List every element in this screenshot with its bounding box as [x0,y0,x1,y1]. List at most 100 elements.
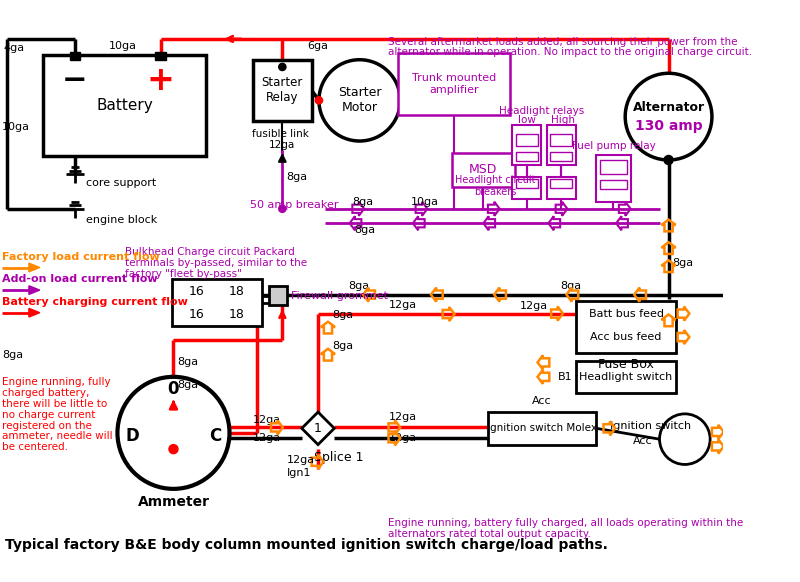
Text: 12ga: 12ga [287,455,315,465]
Text: High: High [551,115,575,125]
Circle shape [278,205,286,212]
Text: Acc: Acc [633,436,652,446]
Bar [270,286,287,306]
Bar [550,134,572,147]
Bar [70,52,81,60]
Text: 10ga: 10ga [2,122,30,133]
Text: 130 amp: 130 amp [634,119,702,133]
Text: 10ga: 10ga [411,197,439,207]
Circle shape [118,377,230,489]
Text: Starter
Motor: Starter Motor [338,86,382,115]
Text: Batt bus feed: Batt bus feed [589,308,664,318]
Bar [516,152,538,161]
Text: 16: 16 [189,285,205,297]
Text: 8ga: 8ga [286,172,307,182]
Bar [577,301,676,353]
Text: 8ga: 8ga [333,310,354,321]
Bar [452,152,515,187]
Text: registered on the: registered on the [2,421,92,431]
Text: 8ga: 8ga [333,341,354,351]
Polygon shape [29,286,40,294]
Text: Bulkhead Charge circuit Packard: Bulkhead Charge circuit Packard [125,247,294,257]
Text: 8ga: 8ga [2,350,23,360]
Text: Acc: Acc [532,396,552,406]
Text: 4ga: 4ga [4,43,25,53]
Text: Headlight circuit
breakers: Headlight circuit breakers [455,175,535,197]
Circle shape [319,60,400,141]
Bar [577,361,676,393]
Text: 12ga: 12ga [389,433,417,443]
Text: Splice 1: Splice 1 [314,450,363,464]
Bar [596,155,630,201]
Bar [43,55,206,157]
Text: 12ga: 12ga [389,411,417,421]
Text: Ign1: Ign1 [287,467,312,478]
Circle shape [659,414,710,464]
Text: 8ga: 8ga [672,258,694,268]
Polygon shape [29,308,40,317]
Text: Add-on load current flow: Add-on load current flow [2,274,158,284]
Text: alternators rated total output capacity.: alternators rated total output capacity. [389,529,591,539]
Text: terminals by-passed, similar to the: terminals by-passed, similar to the [125,258,307,268]
Text: engine block: engine block [86,215,157,225]
Text: Battery charging current flow: Battery charging current flow [2,297,188,307]
Polygon shape [302,412,334,445]
Bar [488,412,596,445]
Bar [546,125,575,165]
Text: Factory load current flow: Factory load current flow [2,251,159,262]
Bar [155,52,166,60]
Text: 18: 18 [229,308,245,321]
Bar [550,152,572,161]
Text: Alternator: Alternator [633,101,705,114]
Circle shape [315,97,322,104]
Text: 8ga: 8ga [352,197,374,207]
Bar [516,179,538,188]
Bar [253,60,312,121]
Text: Battery: Battery [96,98,153,113]
Circle shape [626,73,712,160]
Bar [546,177,575,199]
Text: fusible link: fusible link [252,129,309,139]
Text: 50 amp breaker: 50 amp breaker [250,200,339,210]
Text: Fuse Box: Fuse Box [598,358,654,371]
Text: Headlight switch: Headlight switch [579,372,673,382]
Text: B1: B1 [558,372,573,382]
Text: Headlight relays: Headlight relays [499,106,585,116]
Text: Engine running, fully: Engine running, fully [2,377,110,387]
Text: 6ga: 6ga [307,41,328,51]
Text: ammeter, needle will: ammeter, needle will [2,431,113,442]
Bar [516,134,538,147]
Circle shape [169,445,178,453]
Text: 8ga: 8ga [354,225,375,236]
Text: Firewall grommet: Firewall grommet [291,290,388,300]
Text: core support: core support [86,179,156,189]
Text: 8ga: 8ga [177,380,198,390]
Text: 0: 0 [168,381,179,399]
Text: Acc bus feed: Acc bus feed [590,332,662,342]
Bar [172,279,262,327]
Text: D: D [125,427,138,445]
Text: 18: 18 [229,285,245,297]
Circle shape [278,63,286,70]
Text: 12ga: 12ga [253,433,281,443]
Text: 16: 16 [189,308,205,321]
Text: 8ga: 8ga [177,357,198,367]
Text: no charge current: no charge current [2,410,95,420]
Text: Ignition switch Molex: Ignition switch Molex [487,423,597,434]
Text: alternator while in operation. No impact to the original charge circuit.: alternator while in operation. No impact… [389,48,753,58]
Text: factory "fleet by-pass": factory "fleet by-pass" [125,269,242,279]
Text: MSD: MSD [469,164,498,176]
Polygon shape [29,263,40,272]
Bar [398,54,510,115]
Text: −: − [62,66,88,95]
Bar [600,180,627,189]
Bar [512,125,541,165]
Text: 12ga: 12ga [270,140,295,150]
Text: low: low [518,115,536,125]
Text: C: C [209,427,221,445]
Text: Fuel pump relay: Fuel pump relay [571,140,655,151]
Text: Starter
Relay: Starter Relay [262,76,303,104]
Bar [600,160,627,175]
Text: there will be little to: there will be little to [2,399,107,409]
Text: 12ga: 12ga [519,301,548,311]
